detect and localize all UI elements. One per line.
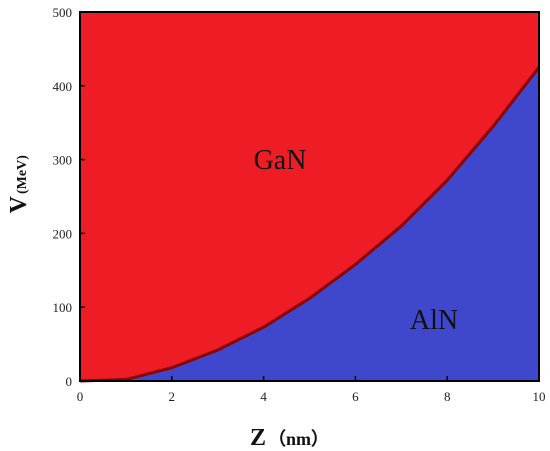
x-ticks: 0 2 4 6 8 10 bbox=[77, 376, 546, 404]
x-axis-title-main: Z bbox=[250, 425, 266, 451]
y-tick-label: 0 bbox=[66, 374, 73, 389]
y-tick-label: 400 bbox=[53, 79, 73, 94]
region-label-aln: AlN bbox=[410, 305, 458, 336]
x-tick-label: 0 bbox=[77, 389, 84, 404]
y-tick-label: 200 bbox=[53, 226, 73, 241]
x-tick-label: 6 bbox=[352, 389, 359, 404]
x-tick-label: 4 bbox=[260, 389, 267, 404]
region-label-gan: GaN bbox=[254, 145, 307, 176]
plot-frame bbox=[79, 11, 540, 382]
y-axis-title: V (MeV) bbox=[6, 155, 32, 214]
y-axis-title-unit: (MeV) bbox=[15, 155, 30, 194]
y-axis-title-main: V bbox=[6, 195, 32, 213]
x-tick-label: 2 bbox=[169, 389, 176, 404]
x-tick-label: 10 bbox=[533, 389, 546, 404]
y-ticks: 0 100 200 300 400 500 bbox=[53, 5, 85, 389]
x-tick-label: 8 bbox=[444, 389, 451, 404]
boundary-curve bbox=[79, 66, 541, 383]
x-axis-title: Z （nm） bbox=[250, 425, 329, 451]
y-tick-label: 100 bbox=[53, 300, 73, 315]
x-axis-title-unit: （nm） bbox=[268, 429, 329, 449]
aln-region bbox=[80, 67, 539, 381]
y-tick-label: 300 bbox=[53, 153, 73, 168]
y-tick-label: 500 bbox=[53, 5, 73, 20]
